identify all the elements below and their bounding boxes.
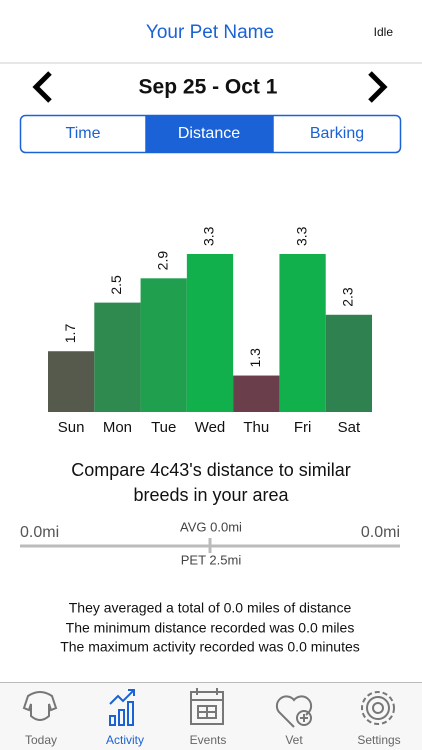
- next-arrow[interactable]: [368, 71, 388, 103]
- icon-today[interactable]: [22, 691, 58, 721]
- header-title: Your Pet Name: [146, 22, 274, 43]
- icon-settings[interactable]: [361, 691, 395, 725]
- bar: [186, 254, 234, 412]
- tab[interactable]: Time: [66, 125, 101, 142]
- bar: [140, 278, 187, 412]
- prev-arrow[interactable]: [32, 71, 52, 103]
- stat-line: The minimum distance recorded was 0.0 mi…: [66, 620, 355, 636]
- max-label: 0.0mi: [361, 524, 400, 541]
- bar: [94, 302, 141, 412]
- x-tick-label: Sun: [58, 419, 85, 436]
- bar: [233, 375, 280, 412]
- date-range: Sep 25 - Oct 1: [139, 76, 278, 99]
- tab-label[interactable]: Vet: [285, 733, 303, 747]
- tab-bar: [0, 682, 422, 750]
- tab[interactable]: Distance: [178, 125, 240, 142]
- icon-events[interactable]: [190, 688, 224, 725]
- tab-label[interactable]: Activity: [106, 733, 144, 747]
- status: Idle: [374, 25, 394, 39]
- tab[interactable]: Barking: [310, 125, 364, 142]
- value-label: 1.3: [247, 348, 263, 368]
- tab-icons: [22, 688, 395, 728]
- bar: [279, 254, 326, 412]
- value-label: 3.3: [201, 226, 217, 246]
- bar: [48, 351, 95, 412]
- tab-label[interactable]: Today: [25, 733, 57, 747]
- value-label: 1.7: [62, 324, 78, 344]
- tab-label[interactable]: Settings: [357, 733, 400, 747]
- bar-chart: 1.7 Sun 2.5 Mon 2.9 Tue 3.3 Wed 1.3 Thu 3.3 Fri 2.3 S…: [48, 226, 372, 436]
- icon-activity[interactable]: [109, 689, 135, 726]
- value-label: 3.3: [293, 226, 309, 246]
- x-tick-label: Fri: [294, 419, 312, 436]
- x-tick-label: Tue: [151, 419, 176, 436]
- value-label: 2.9: [154, 251, 170, 271]
- x-tick-label: Sat: [338, 419, 361, 436]
- x-tick-label: Wed: [195, 419, 226, 436]
- icon-vet[interactable]: [275, 695, 313, 728]
- pet-label: PET 2.5mi: [181, 552, 242, 567]
- stat-line: They averaged a total of 0.0 miles of di…: [69, 600, 352, 616]
- value-label: 2.5: [108, 275, 124, 295]
- value-label: 2.3: [340, 287, 356, 307]
- x-tick-label: Mon: [103, 419, 132, 436]
- compare-title: breeds in your area: [133, 485, 289, 505]
- compare-title: Compare 4c43's distance to similar: [71, 460, 351, 480]
- stat-line: The maximum activity recorded was 0.0 mi…: [60, 639, 360, 655]
- x-tick-label: Thu: [243, 419, 269, 436]
- tab-label[interactable]: Events: [190, 733, 227, 747]
- tab-selected[interactable]: [146, 115, 273, 153]
- avg-label: AVG 0.0mi: [180, 519, 242, 534]
- bar: [325, 314, 372, 412]
- min-label: 0.0mi: [20, 524, 59, 541]
